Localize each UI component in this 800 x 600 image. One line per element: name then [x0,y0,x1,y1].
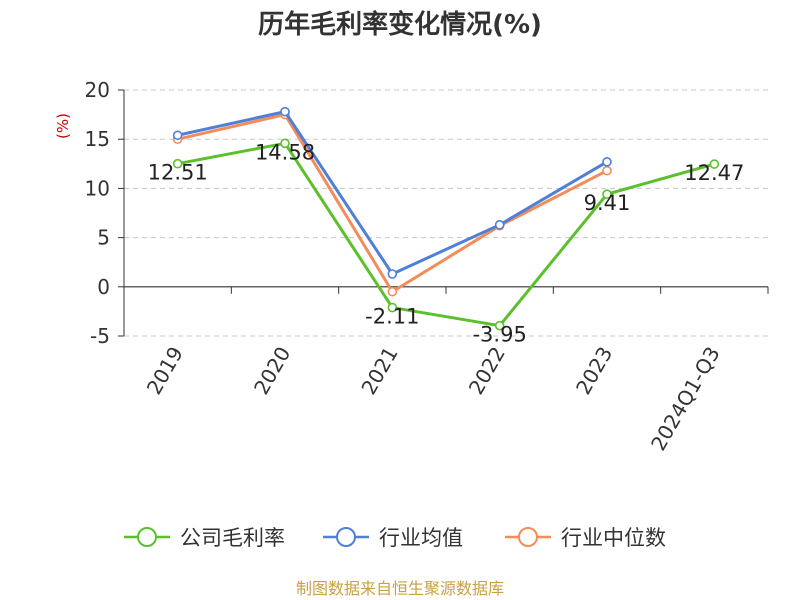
x-tick-label: 2022 [464,342,510,398]
data-label: -3.95 [472,323,526,347]
chart-title: 历年毛利率变化情况(%) [258,9,542,40]
data-point [709,159,720,169]
x-tick-label: 2023 [571,343,617,399]
legend-item-0[interactable]: 公司毛利率 [124,526,285,550]
data-point [494,220,505,230]
y-tick-label: 15 [85,127,110,151]
data-point [494,320,505,331]
y-tick-label: 5 [97,226,110,250]
data-label: -2.11 [365,305,419,329]
y-tick-label: 10 [85,176,110,200]
y-tick-label: 20 [85,78,110,102]
series-line [177,110,608,276]
data-point [172,158,183,169]
x-tick-label: 2024Q1-Q3 [646,343,725,455]
series-line [177,113,608,294]
legend-label: 行业中位数 [561,526,666,550]
y-tick-labels: 20 15 10 5 0 -5 [85,78,110,348]
series-line [177,141,715,328]
legend-label: 行业均值 [379,526,463,550]
data-point [387,286,398,297]
data-label: 9.41 [584,191,631,215]
legend-marker [336,527,356,547]
data-labels: 12.51 14.58 -2.11 -3.95 9.41 12.47 [148,140,745,346]
data-point [172,130,183,141]
series-1 [172,106,612,279]
data-point [387,302,398,313]
data-label: 14.58 [255,140,315,164]
legend-item-1[interactable]: 行业均值 [323,526,463,550]
legend-label: 公司毛利率 [180,526,285,550]
data-point [602,157,612,167]
data-label: 12.47 [684,161,744,185]
data-point [280,106,290,117]
legend-marker [518,527,538,547]
data-label: 12.51 [148,161,208,185]
x-tick-label: 2020 [249,343,295,399]
data-point [602,165,612,176]
legend-marker [137,527,157,547]
data-point [280,138,290,149]
series-lines [172,106,720,331]
x-tick-label: 2019 [142,343,188,399]
legend-item-2[interactable]: 行业中位数 [505,526,666,550]
x-tick-labels: 2019 2020 2021 2022 2023 2024Q1-Q3 [142,342,725,454]
y-tick-label: -5 [90,324,110,348]
series-0 [172,138,720,331]
y-axis-label: (%) [54,113,72,139]
source-note: 制图数据来自恒生聚源数据库 [296,579,504,598]
data-point [602,189,612,200]
data-point [387,269,398,279]
y-tick-label: 0 [97,275,110,299]
x-tick-label: 2021 [356,343,402,399]
axes [118,89,769,337]
legend[interactable]: 公司毛利率 行业均值 行业中位数 [124,526,666,550]
